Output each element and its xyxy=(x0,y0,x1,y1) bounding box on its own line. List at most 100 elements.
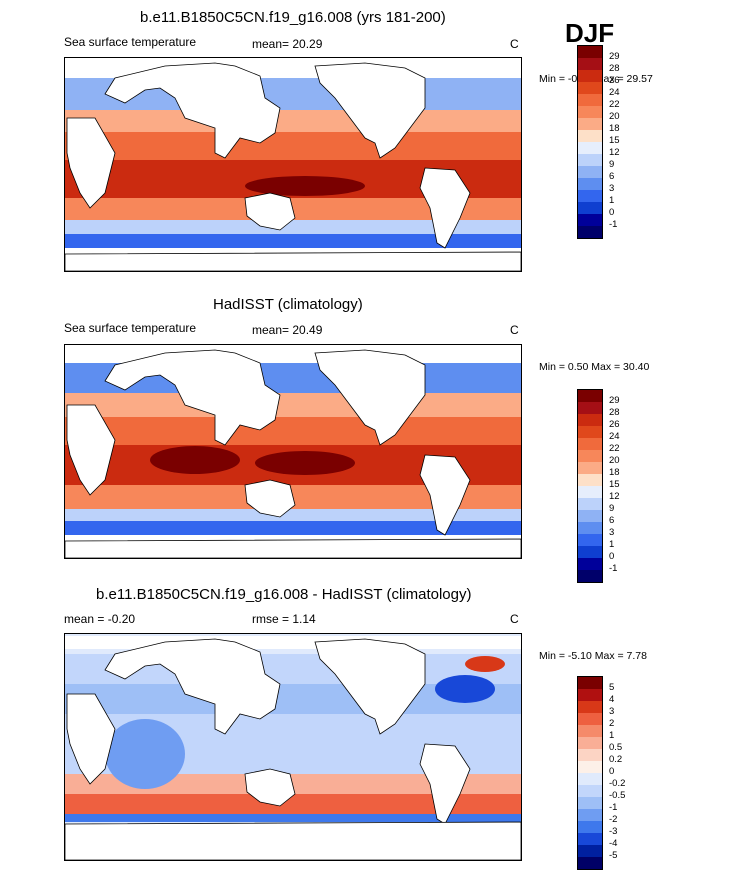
colorbar-tick-label: 24 xyxy=(609,87,620,98)
panel3-rmse: rmse = 1.14 xyxy=(252,612,316,626)
colorbar-swatch xyxy=(578,426,602,438)
panel1-title: b.e11.B1850C5CN.f19_g16.008 (yrs 181-200… xyxy=(140,9,446,26)
colorbar-swatch xyxy=(578,142,602,154)
colorbar-swatch xyxy=(578,833,602,845)
panel3-difference-field xyxy=(65,634,521,860)
colorbar-swatch xyxy=(578,821,602,833)
panel3-units: C xyxy=(510,612,519,626)
colorbar-tick-label: 6 xyxy=(609,515,615,526)
colorbar-swatch xyxy=(578,462,602,474)
colorbar-tick-label: -3 xyxy=(609,826,618,837)
colorbar-tick-label: 3 xyxy=(609,706,615,717)
panel1-units: C xyxy=(510,37,519,51)
colorbar-swatch xyxy=(578,689,602,701)
colorbar-swatch xyxy=(578,214,602,226)
colorbar-tick-label: -1 xyxy=(609,802,618,813)
colorbar-swatch xyxy=(578,534,602,546)
colorbar-tick-label: 29 xyxy=(609,395,620,406)
colorbar-tick-label: 2 xyxy=(609,718,615,729)
colorbar-swatch xyxy=(578,438,602,450)
colorbar-tick-label: 9 xyxy=(609,159,615,170)
colorbar-tick-label: -5 xyxy=(609,850,618,861)
panel2-sst-field xyxy=(65,345,521,558)
colorbar-tick-label: 20 xyxy=(609,455,620,466)
colorbar-swatch xyxy=(578,474,602,486)
colorbar-swatch xyxy=(578,761,602,773)
colorbar-tick-label: 0 xyxy=(609,766,615,777)
panel3-mean: mean = -0.20 xyxy=(64,612,136,626)
colorbar-tick-label: 22 xyxy=(609,443,620,454)
colorbar-swatch xyxy=(578,558,602,570)
panel1-sst-field xyxy=(65,58,521,271)
colorbar-tick-label: 18 xyxy=(609,467,620,478)
colorbar-swatch xyxy=(578,809,602,821)
colorbar-swatch xyxy=(578,106,602,118)
colorbar-tick-label: -2 xyxy=(609,814,618,825)
colorbar-swatch xyxy=(578,749,602,761)
colorbar-tick-label: 29 xyxy=(609,51,620,62)
colorbar-tick-label: 28 xyxy=(609,63,620,74)
panel3-minmax: Min = -5.10 Max = 7.78 xyxy=(539,650,647,662)
panel2-units: C xyxy=(510,323,519,337)
panel1-colorbar xyxy=(577,45,603,239)
colorbar-swatch xyxy=(578,166,602,178)
colorbar-tick-label: 3 xyxy=(609,527,615,538)
colorbar-tick-label: 6 xyxy=(609,171,615,182)
colorbar-swatch xyxy=(578,510,602,522)
colorbar-swatch xyxy=(578,737,602,749)
panel1-mean: mean= 20.29 xyxy=(252,37,323,51)
colorbar-swatch xyxy=(578,58,602,70)
colorbar-tick-label: 24 xyxy=(609,431,620,442)
colorbar-tick-label: 1 xyxy=(609,195,615,206)
colorbar-swatch xyxy=(578,402,602,414)
colorbar-swatch xyxy=(578,725,602,737)
colorbar-tick-label: -1 xyxy=(609,563,618,574)
colorbar-swatch xyxy=(578,178,602,190)
colorbar-tick-label: 1 xyxy=(609,539,615,550)
colorbar-swatch xyxy=(578,570,602,582)
panel2-mean: mean= 20.49 xyxy=(252,323,323,337)
panel2-colorbar xyxy=(577,389,603,583)
panel3-map xyxy=(64,633,522,861)
panel2-map xyxy=(64,344,522,559)
colorbar-tick-label: 15 xyxy=(609,479,620,490)
colorbar-tick-label: 12 xyxy=(609,491,620,502)
colorbar-tick-label: 0.5 xyxy=(609,742,623,753)
colorbar-swatch xyxy=(578,486,602,498)
colorbar-tick-label: 20 xyxy=(609,111,620,122)
colorbar-swatch xyxy=(578,498,602,510)
panel3-title: b.e11.B1850C5CN.f19_g16.008 - HadISST (c… xyxy=(96,586,472,603)
colorbar-tick-label: 0 xyxy=(609,551,615,562)
panel2-title: HadISST (climatology) xyxy=(213,296,363,313)
colorbar-swatch xyxy=(578,190,602,202)
colorbar-tick-label: -4 xyxy=(609,838,618,849)
panel2-minmax: Min = 0.50 Max = 30.40 xyxy=(539,361,650,373)
colorbar-tick-label: 22 xyxy=(609,99,620,110)
colorbar-swatch xyxy=(578,154,602,166)
panel2-variable-label: Sea surface temperature xyxy=(64,321,197,335)
colorbar-swatch xyxy=(578,70,602,82)
colorbar-tick-label: -1 xyxy=(609,219,618,230)
colorbar-tick-label: 9 xyxy=(609,503,615,514)
colorbar-swatch xyxy=(578,390,602,402)
colorbar-swatch xyxy=(578,130,602,142)
colorbar-swatch xyxy=(578,857,602,869)
colorbar-swatch xyxy=(578,785,602,797)
colorbar-swatch xyxy=(578,713,602,725)
colorbar-tick-label: 1 xyxy=(609,730,615,741)
colorbar-swatch xyxy=(578,845,602,857)
panel1-map xyxy=(64,57,522,272)
colorbar-tick-label: 12 xyxy=(609,147,620,158)
colorbar-tick-label: 3 xyxy=(609,183,615,194)
season-label: DJF xyxy=(565,18,615,48)
colorbar-tick-label: 26 xyxy=(609,419,620,430)
colorbar-swatch xyxy=(578,773,602,785)
panel1-variable-label: Sea surface temperature xyxy=(64,35,197,49)
colorbar-swatch xyxy=(578,94,602,106)
colorbar-swatch xyxy=(578,118,602,130)
colorbar-swatch xyxy=(578,522,602,534)
colorbar-swatch xyxy=(578,82,602,94)
colorbar-swatch xyxy=(578,677,602,689)
colorbar-tick-label: 4 xyxy=(609,694,615,705)
colorbar-swatch xyxy=(578,797,602,809)
